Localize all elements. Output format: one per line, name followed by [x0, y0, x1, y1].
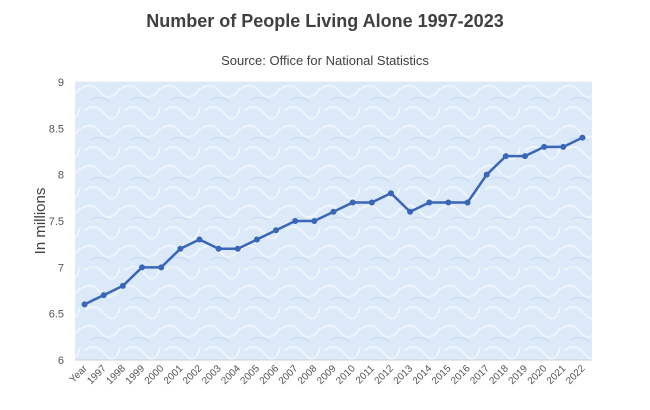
data-point	[579, 134, 586, 141]
x-tick-label: 1998	[104, 363, 128, 387]
x-tick-label: 2014	[411, 363, 435, 387]
data-point	[177, 245, 184, 252]
x-tick-label: 2020	[526, 363, 550, 387]
x-tick-label: 2018	[487, 363, 511, 387]
chart-title: Number of People Living Alone 1997-2023	[146, 11, 504, 31]
x-tick-label: 2013	[392, 363, 416, 387]
data-point	[100, 292, 107, 299]
y-tick-label: 6	[58, 355, 64, 367]
x-tick-label: 2001	[162, 363, 186, 387]
y-axis-label: In millions	[32, 188, 49, 255]
data-point	[387, 190, 394, 197]
x-tick-label: 1999	[124, 363, 148, 387]
data-point	[541, 143, 548, 150]
x-tick-label: 2022	[564, 363, 588, 387]
data-point	[81, 301, 88, 308]
x-tick-label: 2008	[296, 363, 320, 387]
x-tick-label: 2000	[143, 363, 167, 387]
x-tick-label: 2019	[507, 363, 531, 387]
x-tick-label: Year	[68, 363, 91, 386]
x-tick-label: 1997	[85, 363, 109, 387]
x-tick-label: 2016	[449, 363, 473, 387]
x-tick-label: 2004	[219, 363, 243, 387]
x-tick-label: 2010	[334, 363, 358, 387]
x-tick-label: 2015	[430, 363, 454, 387]
data-point	[407, 208, 414, 215]
x-tick-label: 2003	[200, 363, 224, 387]
data-point	[139, 264, 146, 271]
data-point	[464, 199, 471, 206]
data-point	[273, 227, 280, 234]
data-point	[445, 199, 452, 206]
y-tick-label: 7.5	[49, 216, 64, 228]
x-tick-label: 2017	[468, 363, 492, 387]
data-point	[292, 218, 299, 224]
x-tick-label: 2002	[181, 363, 205, 387]
x-tick-label: 2006	[258, 363, 282, 387]
data-point	[311, 218, 318, 224]
y-tick-label: 8.5	[49, 123, 64, 135]
x-tick-label: 2011	[354, 363, 377, 386]
x-tick-label: 2012	[373, 363, 397, 387]
y-tick-label: 9	[58, 77, 64, 89]
data-point	[234, 245, 241, 252]
data-point	[119, 282, 126, 289]
data-point	[560, 143, 567, 150]
data-point	[349, 199, 356, 206]
data-point	[215, 245, 222, 252]
data-point	[253, 236, 260, 243]
data-point	[521, 153, 528, 160]
data-point	[426, 199, 433, 206]
x-tick-label: 2007	[277, 363, 301, 387]
y-tick-label: 8	[58, 170, 64, 182]
x-tick-label: 2005	[239, 363, 263, 387]
data-point	[330, 208, 337, 215]
x-tick-label: 2021	[545, 363, 569, 387]
data-point	[483, 171, 490, 178]
x-tick-label: 2009	[315, 363, 339, 387]
y-tick-label: 6.5	[49, 309, 64, 321]
y-tick-label: 7	[58, 262, 64, 274]
data-point	[502, 153, 509, 160]
data-point	[158, 264, 165, 271]
data-point	[368, 199, 375, 206]
chart-subtitle: Source: Office for National Statistics	[221, 53, 429, 68]
data-point	[196, 236, 203, 243]
